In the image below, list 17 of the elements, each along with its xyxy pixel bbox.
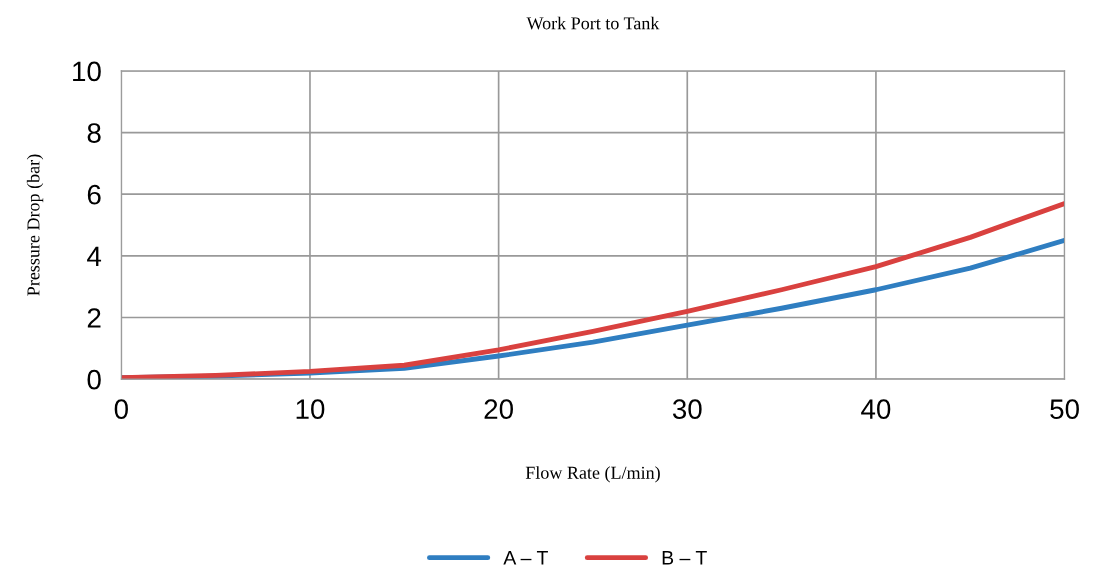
x-tick-label: 50 [1050,399,1079,419]
x-axis-title: Flow Rate (L/min) [525,466,660,483]
chart-title: Work Port to Tank [526,16,660,30]
y-tick-label: 0 [87,369,101,390]
y-tick-label: 6 [87,184,101,205]
x-tick-label: 20 [484,399,513,419]
x-tick-label: 30 [672,399,702,419]
x-tick-label: 40 [861,399,891,419]
y-tick-label: 8 [87,123,101,143]
legend-label: A – T [503,551,548,565]
y-tick-label: 10 [73,61,101,82]
x-tick-label: 0 [114,399,128,419]
legend-label: B – T [662,551,707,565]
x-tick-label: 10 [296,399,325,419]
y-tick-label: 4 [87,246,102,266]
y-tick-label: 2 [87,308,101,328]
y-axis-title: Pressure Drop (bar) [26,154,44,296]
